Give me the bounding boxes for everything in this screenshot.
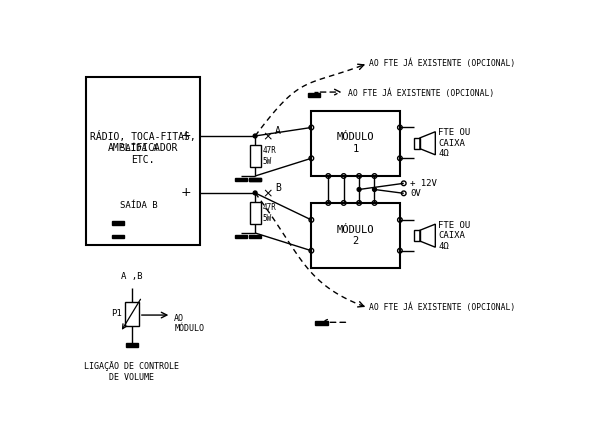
Text: 47R
5W: 47R 5W (263, 146, 277, 166)
Bar (112, 235, 124, 238)
Text: +: + (181, 128, 191, 142)
Bar (249, 177, 262, 181)
Bar (235, 177, 247, 181)
Bar (126, 343, 138, 347)
Text: LIGAÇÃO DE CONTROLE
DE VOLUME: LIGAÇÃO DE CONTROLE DE VOLUME (85, 362, 179, 382)
Text: AO FTE JÁ EXISTENTE (OPCIONAL): AO FTE JÁ EXISTENTE (OPCIONAL) (369, 58, 515, 68)
Bar (414, 138, 420, 149)
Text: P1: P1 (111, 309, 122, 318)
Text: + 12V: + 12V (410, 179, 437, 188)
Text: A ,B: A ,B (121, 272, 143, 282)
Text: SAÍDA B: SAÍDA B (120, 201, 158, 210)
Bar (250, 202, 260, 224)
Text: FTE OU
CAIXA
4Ω: FTE OU CAIXA 4Ω (439, 128, 470, 158)
Text: RÁDIO, TOCA-FITAS,
AMPLIFICADOR
ETC.: RÁDIO, TOCA-FITAS, AMPLIFICADOR ETC. (90, 131, 196, 165)
Text: 47R
5W: 47R 5W (263, 203, 277, 223)
Text: AO
MÓDULO: AO MÓDULO (174, 314, 204, 333)
Bar (112, 221, 124, 224)
Circle shape (357, 187, 361, 191)
Bar (311, 203, 400, 268)
Text: +: + (181, 186, 191, 199)
Bar (249, 177, 262, 181)
Text: ×: × (262, 130, 273, 143)
Text: ×: × (262, 187, 273, 200)
Bar (414, 230, 420, 241)
Bar (86, 77, 200, 246)
Bar (235, 235, 247, 238)
Text: B: B (275, 183, 281, 193)
Text: FTE OU
CAIXA
4Ω: FTE OU CAIXA 4Ω (439, 221, 470, 250)
Bar (249, 235, 262, 238)
Circle shape (373, 187, 376, 191)
Circle shape (253, 134, 257, 138)
Text: A: A (275, 126, 281, 136)
Text: MÓDULO
1: MÓDULO 1 (337, 132, 374, 154)
Bar (311, 110, 400, 176)
Bar (250, 145, 260, 167)
Text: AO FTE JÁ EXISTENTE (OPCIONAL): AO FTE JÁ EXISTENTE (OPCIONAL) (369, 302, 515, 312)
Bar (315, 321, 328, 325)
Text: MÓDULO
2: MÓDULO 2 (337, 225, 374, 246)
Bar (308, 93, 320, 97)
Text: 0V: 0V (410, 189, 421, 198)
Circle shape (253, 191, 257, 195)
Text: AO FTE JÁ EXISTENTE (OPCIONAL): AO FTE JÁ EXISTENTE (OPCIONAL) (349, 88, 494, 98)
Bar (125, 301, 139, 326)
Text: SAÍDA A: SAÍDA A (120, 144, 158, 153)
